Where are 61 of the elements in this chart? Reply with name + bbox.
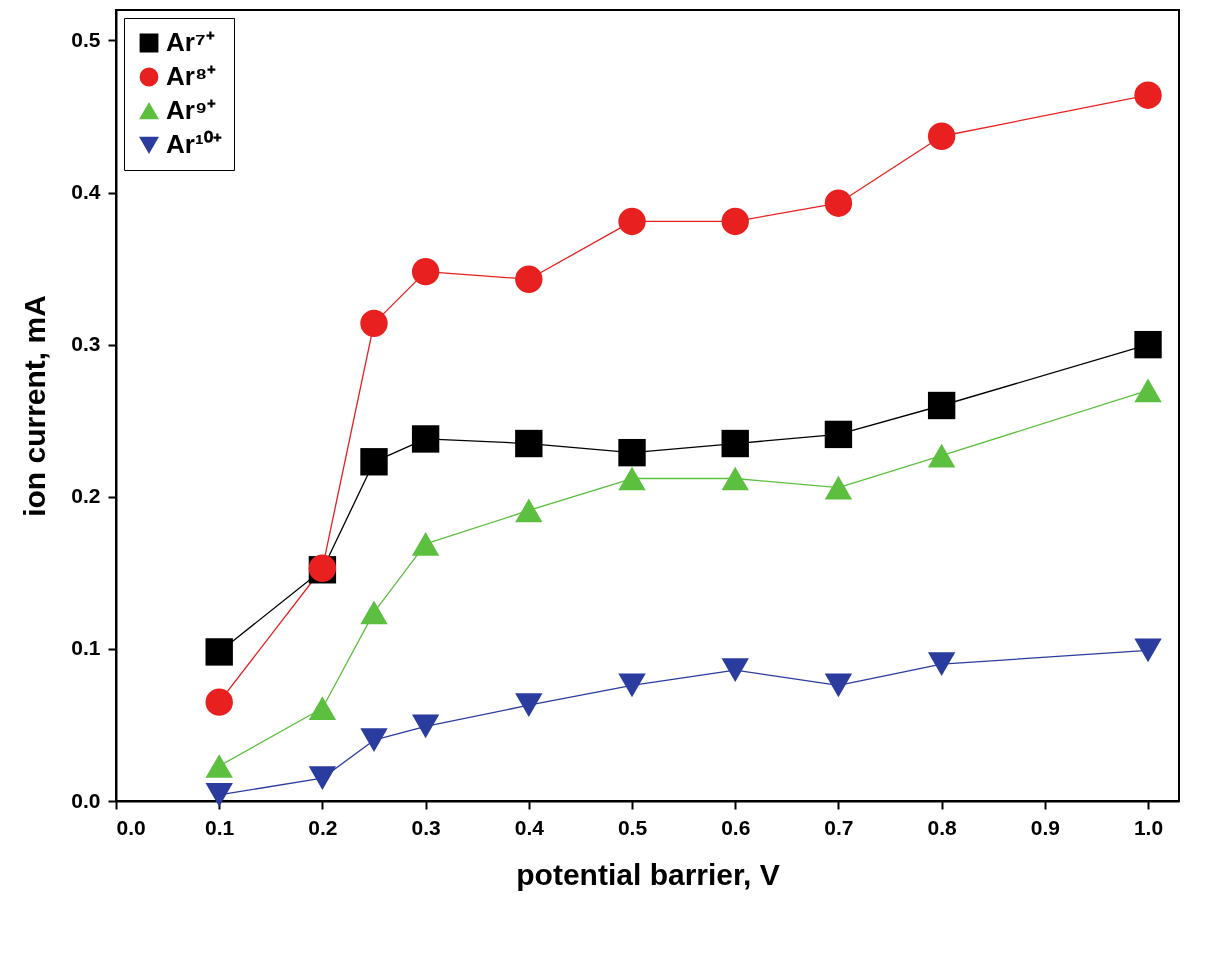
x-tick-label: 0.8 bbox=[927, 815, 958, 839]
point bbox=[411, 425, 440, 453]
point bbox=[515, 429, 543, 458]
point bbox=[927, 122, 956, 150]
x-tick-label: 0.3 bbox=[411, 815, 441, 839]
point bbox=[205, 754, 233, 778]
legend-label: Ar⁹⁺ bbox=[166, 95, 217, 125]
point bbox=[721, 466, 749, 491]
x-tick-label: 0.4 bbox=[514, 815, 545, 839]
point bbox=[721, 658, 749, 683]
point bbox=[824, 189, 853, 217]
point bbox=[618, 673, 646, 698]
point bbox=[205, 688, 233, 716]
point bbox=[515, 498, 543, 523]
point bbox=[411, 257, 440, 286]
point bbox=[618, 466, 646, 491]
x-axis-title: potential barrier, V bbox=[516, 857, 780, 891]
point bbox=[360, 728, 388, 753]
point bbox=[927, 391, 956, 420]
y-tick-label: 0.5 bbox=[71, 27, 101, 51]
point bbox=[515, 265, 543, 293]
legend-label: Ar⁷⁺ bbox=[166, 27, 215, 57]
point bbox=[927, 652, 956, 676]
x-tick-label: 1.0 bbox=[1133, 815, 1164, 839]
y-axis-title: ion current, mA bbox=[18, 295, 52, 517]
point bbox=[824, 475, 853, 500]
y-tick-label: 0.1 bbox=[71, 636, 101, 660]
x-tick-label: 0.2 bbox=[308, 815, 338, 839]
point bbox=[721, 429, 749, 458]
y-tick-label: 0.3 bbox=[71, 332, 101, 356]
legend-label: Ar⁸⁺ bbox=[166, 61, 217, 91]
point bbox=[308, 696, 337, 721]
point bbox=[411, 714, 440, 739]
point bbox=[721, 207, 749, 236]
point bbox=[824, 420, 853, 449]
x-tick-label: 0.0 bbox=[116, 815, 146, 839]
x-tick-label: 0.5 bbox=[617, 815, 648, 839]
point bbox=[824, 673, 853, 698]
y-tick-label: 0.0 bbox=[71, 788, 101, 812]
point bbox=[360, 309, 388, 338]
point bbox=[618, 207, 646, 236]
point bbox=[360, 600, 388, 625]
point bbox=[205, 783, 233, 807]
x-tick-label: 0.9 bbox=[1030, 815, 1060, 839]
point bbox=[618, 438, 646, 467]
y-tick-label: 0.4 bbox=[71, 180, 101, 204]
y-tick-label: 0.2 bbox=[71, 484, 101, 508]
point bbox=[515, 693, 543, 718]
point bbox=[205, 638, 233, 666]
point bbox=[411, 532, 440, 556]
point bbox=[1134, 330, 1162, 359]
point bbox=[1134, 378, 1162, 403]
legend-label: Ar¹⁰⁺ bbox=[166, 129, 222, 159]
point bbox=[1134, 81, 1162, 109]
point bbox=[1134, 638, 1162, 663]
point bbox=[360, 448, 388, 476]
x-tick-label: 0.7 bbox=[824, 815, 854, 839]
point bbox=[308, 766, 337, 791]
point bbox=[927, 443, 956, 468]
x-tick-label: 0.6 bbox=[721, 815, 751, 839]
x-tick-label: 0.1 bbox=[205, 815, 235, 839]
